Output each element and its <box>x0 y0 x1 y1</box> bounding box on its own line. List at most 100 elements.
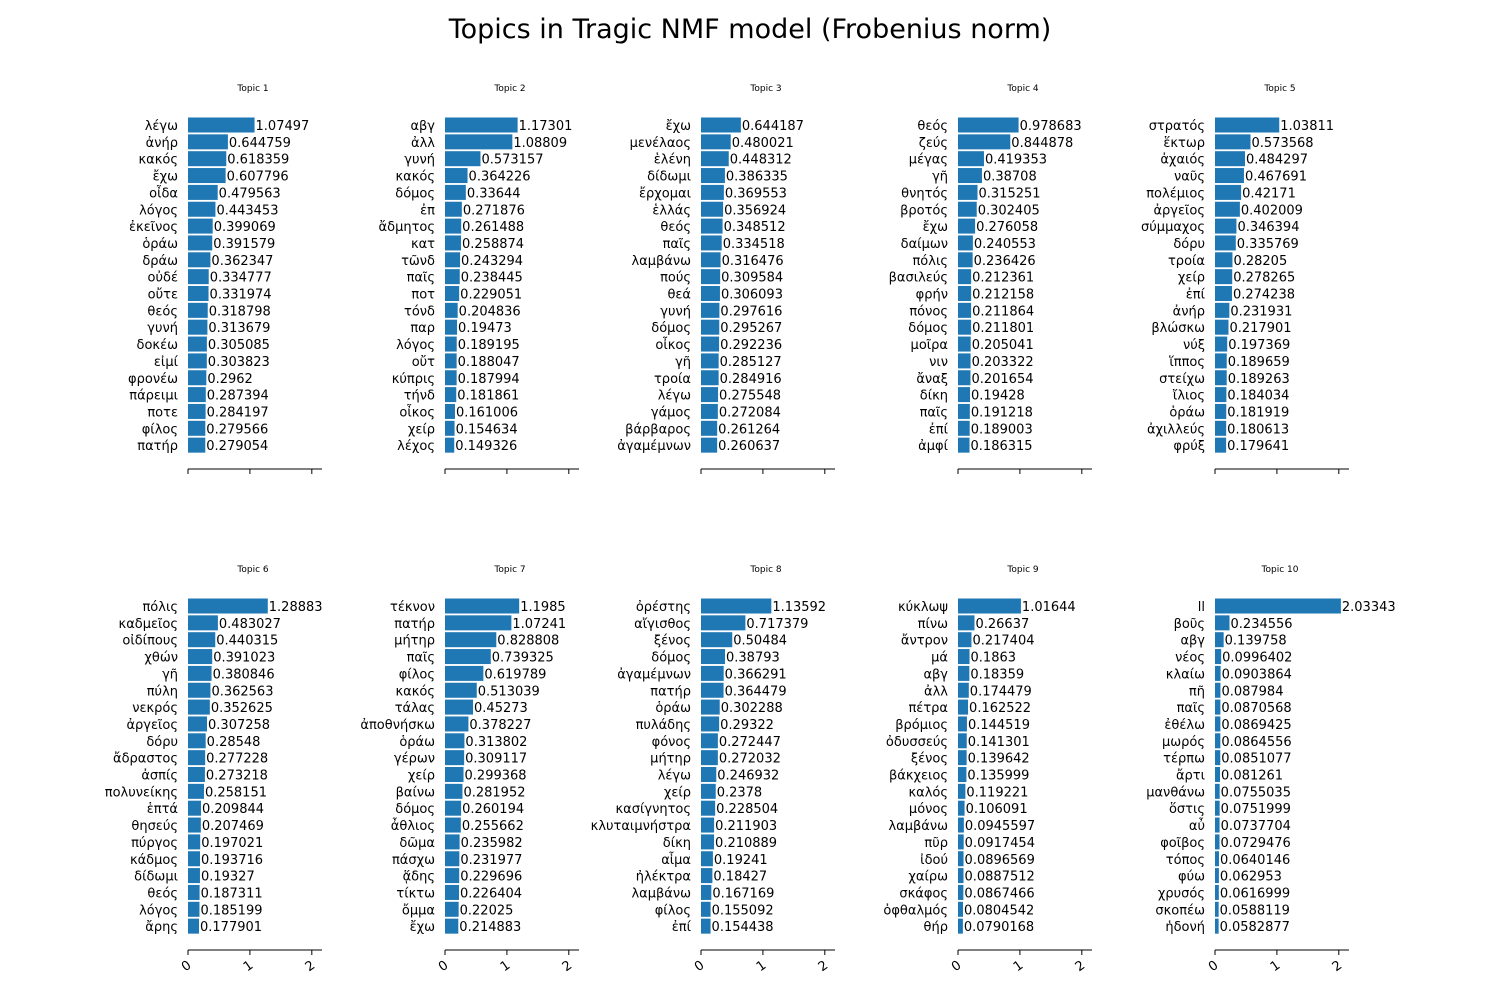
value-label: 0.184034 <box>1227 389 1289 404</box>
bar <box>701 767 717 782</box>
category-label: κλαίω <box>1166 667 1205 682</box>
value-label: 0.179641 <box>1227 439 1289 454</box>
bar <box>445 184 466 200</box>
bar <box>188 884 200 900</box>
category-label: κατ <box>411 237 435 252</box>
value-label: 0.188047 <box>458 355 520 370</box>
bar <box>188 319 208 335</box>
category-label: βάρβαρος <box>625 422 691 437</box>
category-label: χείρ <box>1178 271 1205 286</box>
bar <box>701 884 712 900</box>
panel-title: Topic 5 <box>1263 84 1295 94</box>
value-label: 0.279566 <box>206 422 268 437</box>
value-label: 0.106091 <box>966 802 1028 817</box>
value-label: 0.618359 <box>227 153 289 168</box>
category-label: χείρ <box>408 769 435 784</box>
category-label: λόγος <box>139 203 178 218</box>
x-tick-label: 2 <box>303 958 318 975</box>
bar <box>701 403 718 419</box>
bar <box>1215 834 1220 850</box>
value-label: 0.978683 <box>1020 119 1082 134</box>
category-label: ναῦς <box>1174 170 1205 185</box>
value-label: 0.316476 <box>722 254 784 269</box>
category-label: φόνος <box>652 735 691 750</box>
value-label: 0.240553 <box>974 237 1036 252</box>
category-label: ἑπτά <box>147 802 178 817</box>
category-label: ἀχαιός <box>1160 153 1205 168</box>
bar <box>445 201 462 217</box>
value-label: 0.197369 <box>1228 338 1290 353</box>
bar <box>188 783 204 799</box>
bar <box>445 884 460 900</box>
bar <box>701 750 718 766</box>
category-label: ἔρχομαι <box>639 186 691 201</box>
value-label: 0.399069 <box>214 220 276 235</box>
bar <box>188 235 213 251</box>
category-label: κλυταιμνήστρα <box>591 819 691 834</box>
category-label: ἔχω <box>153 170 178 185</box>
bar <box>701 834 715 850</box>
bar <box>188 184 218 200</box>
bar <box>958 403 970 419</box>
value-label: 0.607796 <box>227 170 289 185</box>
bar <box>188 420 206 436</box>
value-label: 0.211864 <box>972 304 1034 319</box>
category-label: οἶκος <box>399 404 435 420</box>
value-label: 0.33644 <box>467 186 521 201</box>
bar <box>188 134 228 150</box>
category-label: τῶνδ <box>401 254 435 269</box>
value-label: 0.135999 <box>967 769 1029 784</box>
category-label: ὅστις <box>1169 802 1205 817</box>
category-label: ἐθέλω <box>1164 718 1205 733</box>
category-label: ἐπί <box>672 920 692 935</box>
value-label: 0.277228 <box>206 752 268 767</box>
category-label: ὁράω <box>655 701 691 716</box>
value-label: 0.285127 <box>720 355 782 370</box>
category-label: χθών <box>144 651 178 666</box>
value-label: 0.38708 <box>983 170 1037 185</box>
category-label: βασιλεύς <box>889 271 948 286</box>
value-label: 0.287394 <box>207 389 269 404</box>
category-label: φρονέω <box>128 372 178 387</box>
bar <box>445 649 491 665</box>
value-label: 0.334518 <box>723 237 785 252</box>
value-label: 0.297616 <box>720 304 782 319</box>
category-label: δόμος <box>395 186 435 201</box>
value-label: 0.334777 <box>210 271 272 286</box>
value-label: 0.26637 <box>975 617 1029 632</box>
category-label: ζεύς <box>919 136 948 151</box>
category-label: τροία <box>1168 254 1205 269</box>
bar <box>1215 918 1219 934</box>
bar <box>701 235 722 251</box>
bar <box>188 716 208 732</box>
value-label: 0.177901 <box>200 920 262 935</box>
category-label: βαίνω <box>396 785 435 800</box>
bar <box>958 168 982 184</box>
category-label: λαμβάνω <box>888 819 948 834</box>
bar <box>445 286 460 301</box>
value-label: 0.484297 <box>1246 153 1308 168</box>
bar <box>188 117 255 133</box>
category-label: τόνδ <box>404 304 435 319</box>
value-label: 0.155092 <box>712 903 774 918</box>
bar <box>958 884 964 900</box>
value-label: 0.210889 <box>715 836 777 851</box>
bar <box>1215 387 1227 403</box>
category-label: βοῦς <box>1174 617 1205 632</box>
value-label: 0.189659 <box>1228 355 1290 370</box>
value-label: 0.185199 <box>200 903 262 918</box>
value-label: 0.0790168 <box>964 920 1034 935</box>
bar <box>188 201 216 217</box>
bar <box>958 252 973 268</box>
category-label: θεός <box>147 886 178 901</box>
x-tick-label: 2 <box>1330 958 1345 975</box>
category-label: μά <box>931 651 948 666</box>
value-label: 0.619789 <box>484 667 546 682</box>
category-label: τάλας <box>395 701 435 716</box>
bar <box>958 665 970 681</box>
bar <box>1215 117 1280 133</box>
bar <box>958 733 967 749</box>
value-label: 0.261264 <box>718 422 780 437</box>
category-label: σύμμαχος <box>1141 220 1205 235</box>
category-label: αἴγισθος <box>634 617 691 632</box>
